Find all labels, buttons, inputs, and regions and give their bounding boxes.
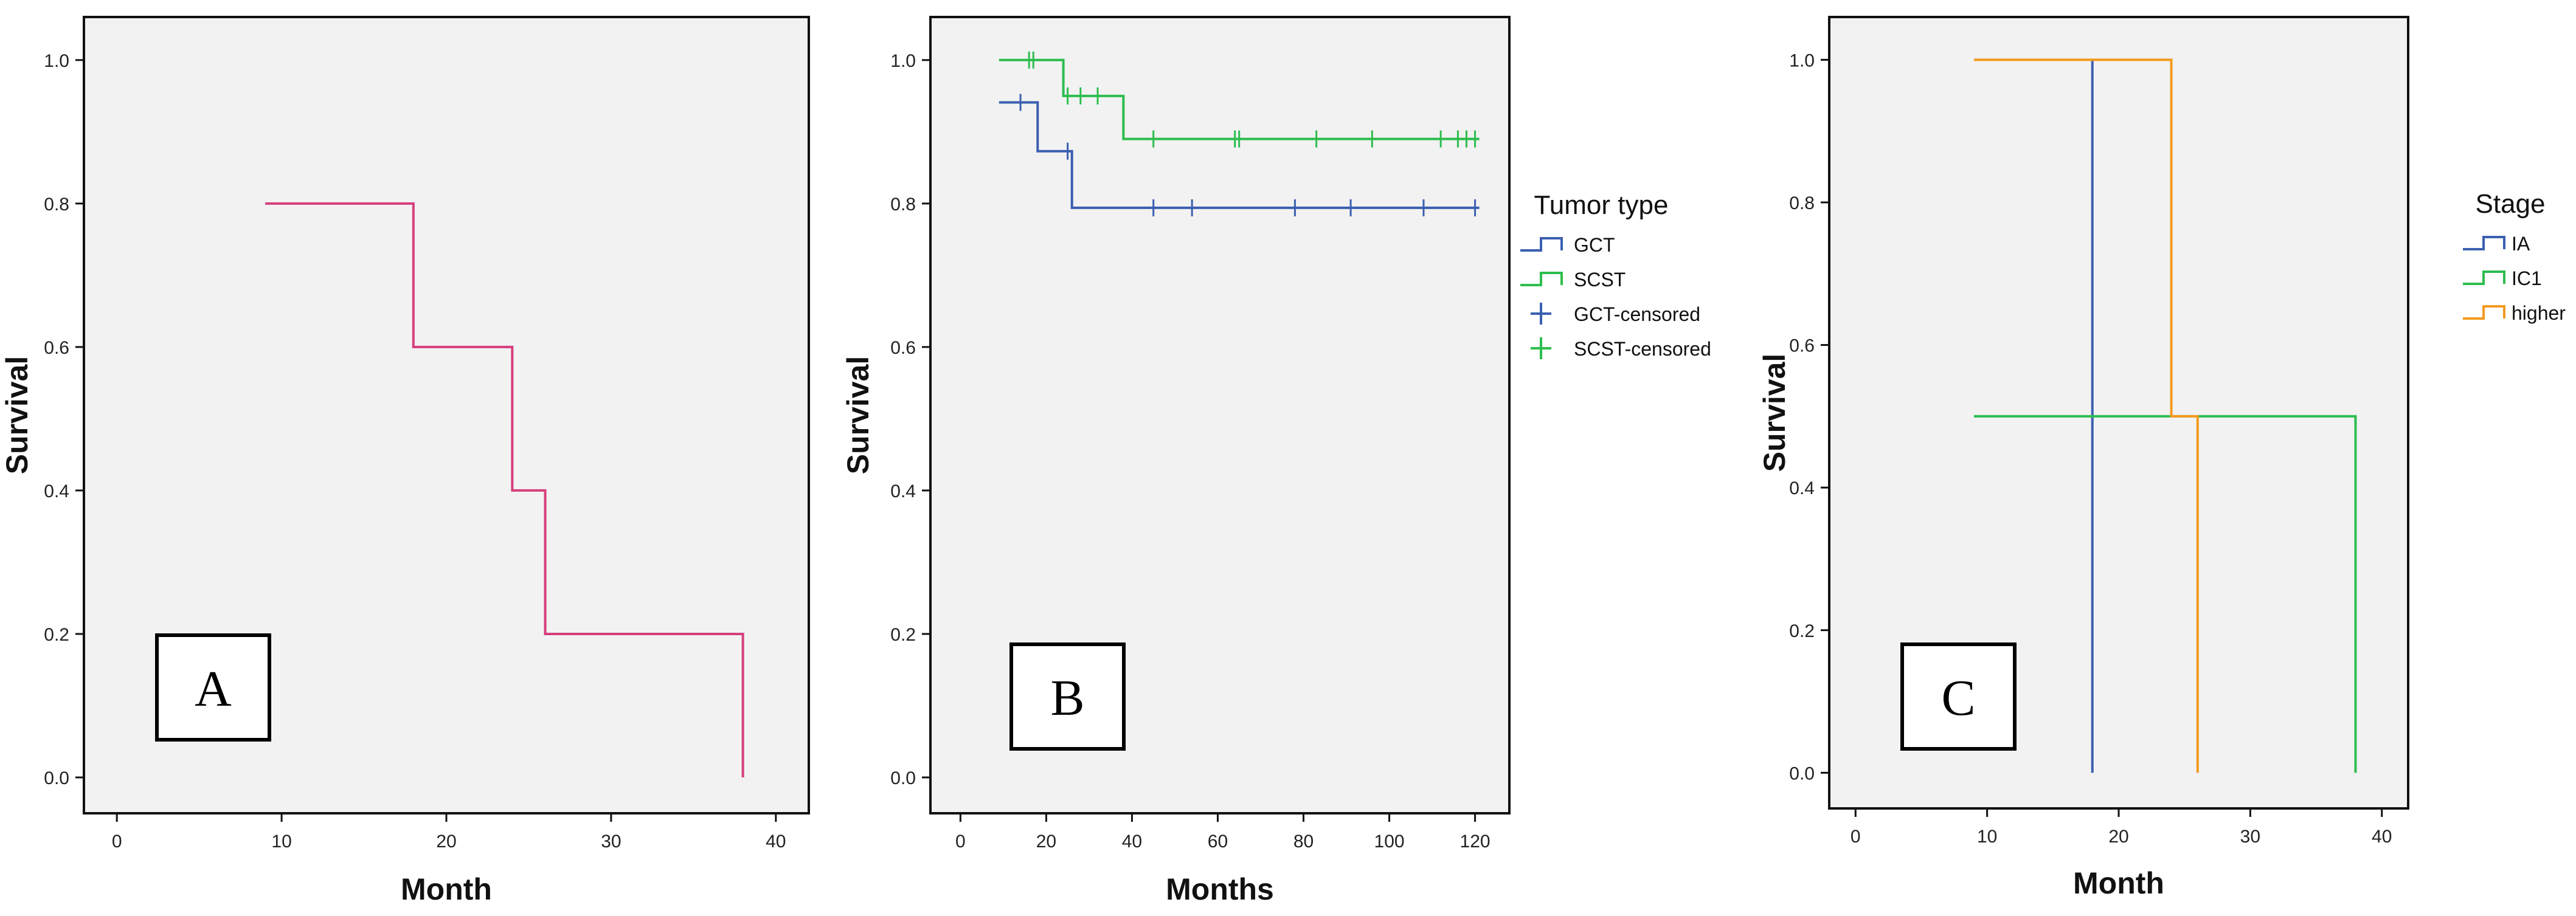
y-tick-label: 0.4 (1789, 478, 1815, 498)
x-tick-label: 10 (1977, 827, 1997, 847)
x-tick-label: 20 (1036, 832, 1056, 852)
panel-label: A (195, 661, 232, 717)
panel-label-box (155, 633, 271, 742)
y-tick-label: 1.0 (44, 51, 69, 71)
legend-label: higher (2512, 302, 2566, 324)
x-tick-label: 30 (2240, 827, 2260, 847)
y-tick-label: 0.2 (44, 625, 69, 645)
legend: Stage IA IC1 higher (2463, 189, 2566, 324)
legend-swatch-ia (2463, 236, 2505, 250)
y-tick-label: 0.2 (1789, 621, 1815, 641)
survival-curve-gct (999, 101, 1480, 209)
legend-title: Stage (2476, 189, 2546, 219)
legend-label: SCST-censored (1574, 338, 1711, 360)
legend-label: IC1 (2512, 267, 2542, 289)
legend-label: GCT-censored (1574, 303, 1700, 325)
x-axis-title: Months (1166, 872, 1274, 906)
y-tick-label: 1.0 (1789, 50, 1815, 71)
panel-label-box (1009, 642, 1126, 751)
x-tick-label: 120 (1460, 832, 1491, 852)
x-tick-label: 40 (766, 832, 786, 852)
y-tick-label: 0.6 (890, 338, 916, 358)
y-tick-label: 0.8 (1789, 193, 1815, 213)
legend-swatch-higher (2463, 305, 2505, 320)
legend-title: Tumor type (1534, 190, 1669, 220)
survival-curve-scst (999, 58, 1480, 140)
panel-c: 0 10 20 30 40 0.0 0.2 0.4 0.6 0.8 1.0 Month Survival… (1757, 16, 2566, 900)
x-tick-label: 40 (1122, 832, 1142, 852)
legend-label: IA (2512, 233, 2530, 255)
survival-curve-higher (1974, 58, 2199, 773)
survival-curve-ic1 (1974, 415, 2357, 773)
y-axis-title: Survival (841, 356, 875, 475)
y-tick-label: 0.8 (890, 195, 916, 215)
y-tick-label: 0.4 (44, 481, 69, 501)
y-tick-label: 1.0 (890, 51, 916, 71)
panel-b: 0 20 40 60 80 100 120 0.0 0.2 0.4 0.6 0.8 1.0 Months S… (841, 16, 1711, 906)
x-tick-label: 40 (2372, 827, 2392, 847)
x-tick-label: 10 (271, 832, 291, 852)
y-axis-title: Survival (0, 356, 34, 475)
legend-label: SCST (1574, 269, 1626, 291)
x-tick-label: 80 (1293, 832, 1314, 852)
x-axis-title: Month (2073, 866, 2164, 900)
legend-label: GCT (1574, 234, 1615, 256)
y-axis-title: Survival (1757, 354, 1792, 472)
y-tick-label: 0.8 (44, 195, 69, 215)
panel-label: C (1941, 670, 1975, 726)
x-tick-label: 0 (955, 832, 966, 852)
y-tick-label: 0.6 (1789, 336, 1815, 356)
panel-label-box (1900, 642, 2017, 751)
panel-label: B (1050, 670, 1084, 726)
legend-swatch-scst (1520, 272, 1563, 286)
x-tick-label: 0 (112, 832, 122, 852)
x-axis-title: Month (401, 872, 492, 906)
y-tick-label: 0.0 (1789, 763, 1815, 783)
x-tick-label: 100 (1374, 832, 1405, 852)
x-tick-label: 20 (2108, 827, 2128, 847)
legend: Tumor type GCT SCST GCT-censored SCST-censor… (1520, 190, 1711, 360)
legend-swatch-gct (1520, 237, 1563, 252)
survival-curve-survival (265, 202, 744, 777)
x-tick-label: 60 (1208, 832, 1228, 852)
y-tick-label: 0.0 (890, 768, 916, 788)
x-tick-label: 30 (601, 832, 621, 852)
legend-swatch-ic1 (2463, 270, 2505, 285)
x-tick-label: 20 (436, 832, 456, 852)
x-tick-label: 0 (1851, 827, 1861, 847)
panel-a: 0 10 20 30 40 0.0 0.2 0.4 0.6 0.8 1.0 Month Survival… (0, 16, 810, 906)
y-tick-label: 0.6 (44, 338, 69, 358)
y-tick-label: 0.4 (890, 481, 916, 501)
y-tick-label: 0.2 (890, 625, 916, 645)
y-tick-label: 0.0 (44, 768, 69, 788)
